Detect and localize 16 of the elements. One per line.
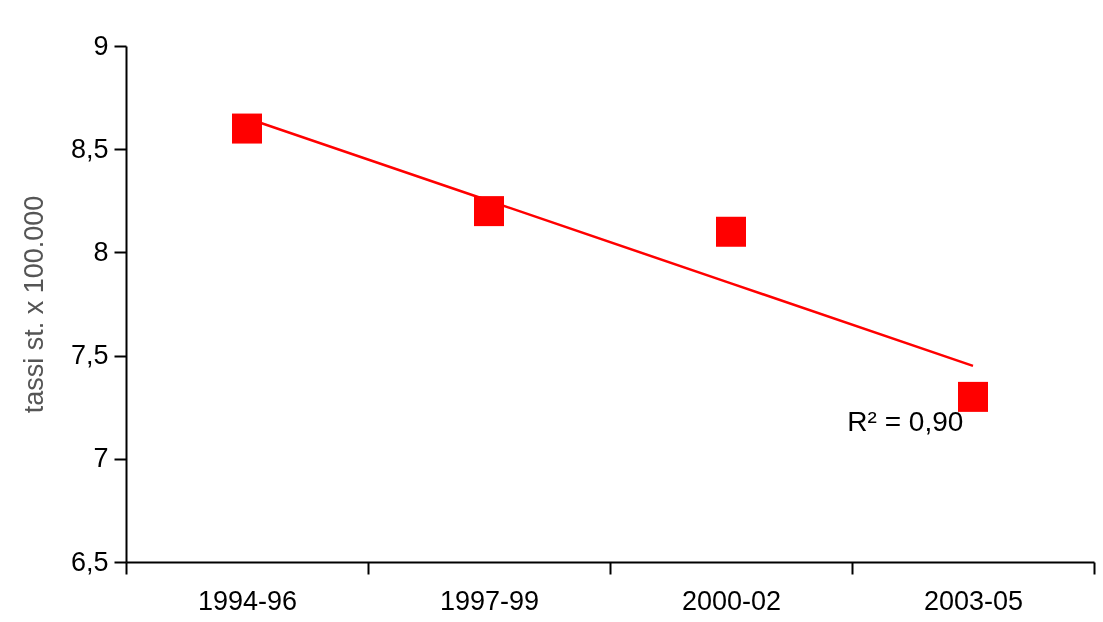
point — [716, 216, 746, 247]
y-axis-title: tassi st. x 100.000 — [18, 195, 49, 414]
point — [474, 196, 504, 227]
y-tick-label: 7,5 — [70, 340, 109, 371]
annotation: R² = 0,90 — [847, 405, 964, 437]
y-tick-label: 7 — [93, 443, 109, 474]
y-tick-label: 8,5 — [70, 133, 109, 164]
y-tick-label: 8 — [93, 236, 109, 267]
y-tick-label: 9 — [93, 30, 109, 61]
x-tick-label: 2000-02 — [681, 585, 782, 616]
x-tick-label: 2003-05 — [923, 585, 1024, 616]
x-tick-label: 1994-96 — [197, 585, 298, 616]
y-tick-label: 6,5 — [70, 546, 109, 577]
x-tick-label: 1997-99 — [439, 585, 540, 616]
point — [958, 381, 988, 412]
point — [232, 113, 262, 144]
